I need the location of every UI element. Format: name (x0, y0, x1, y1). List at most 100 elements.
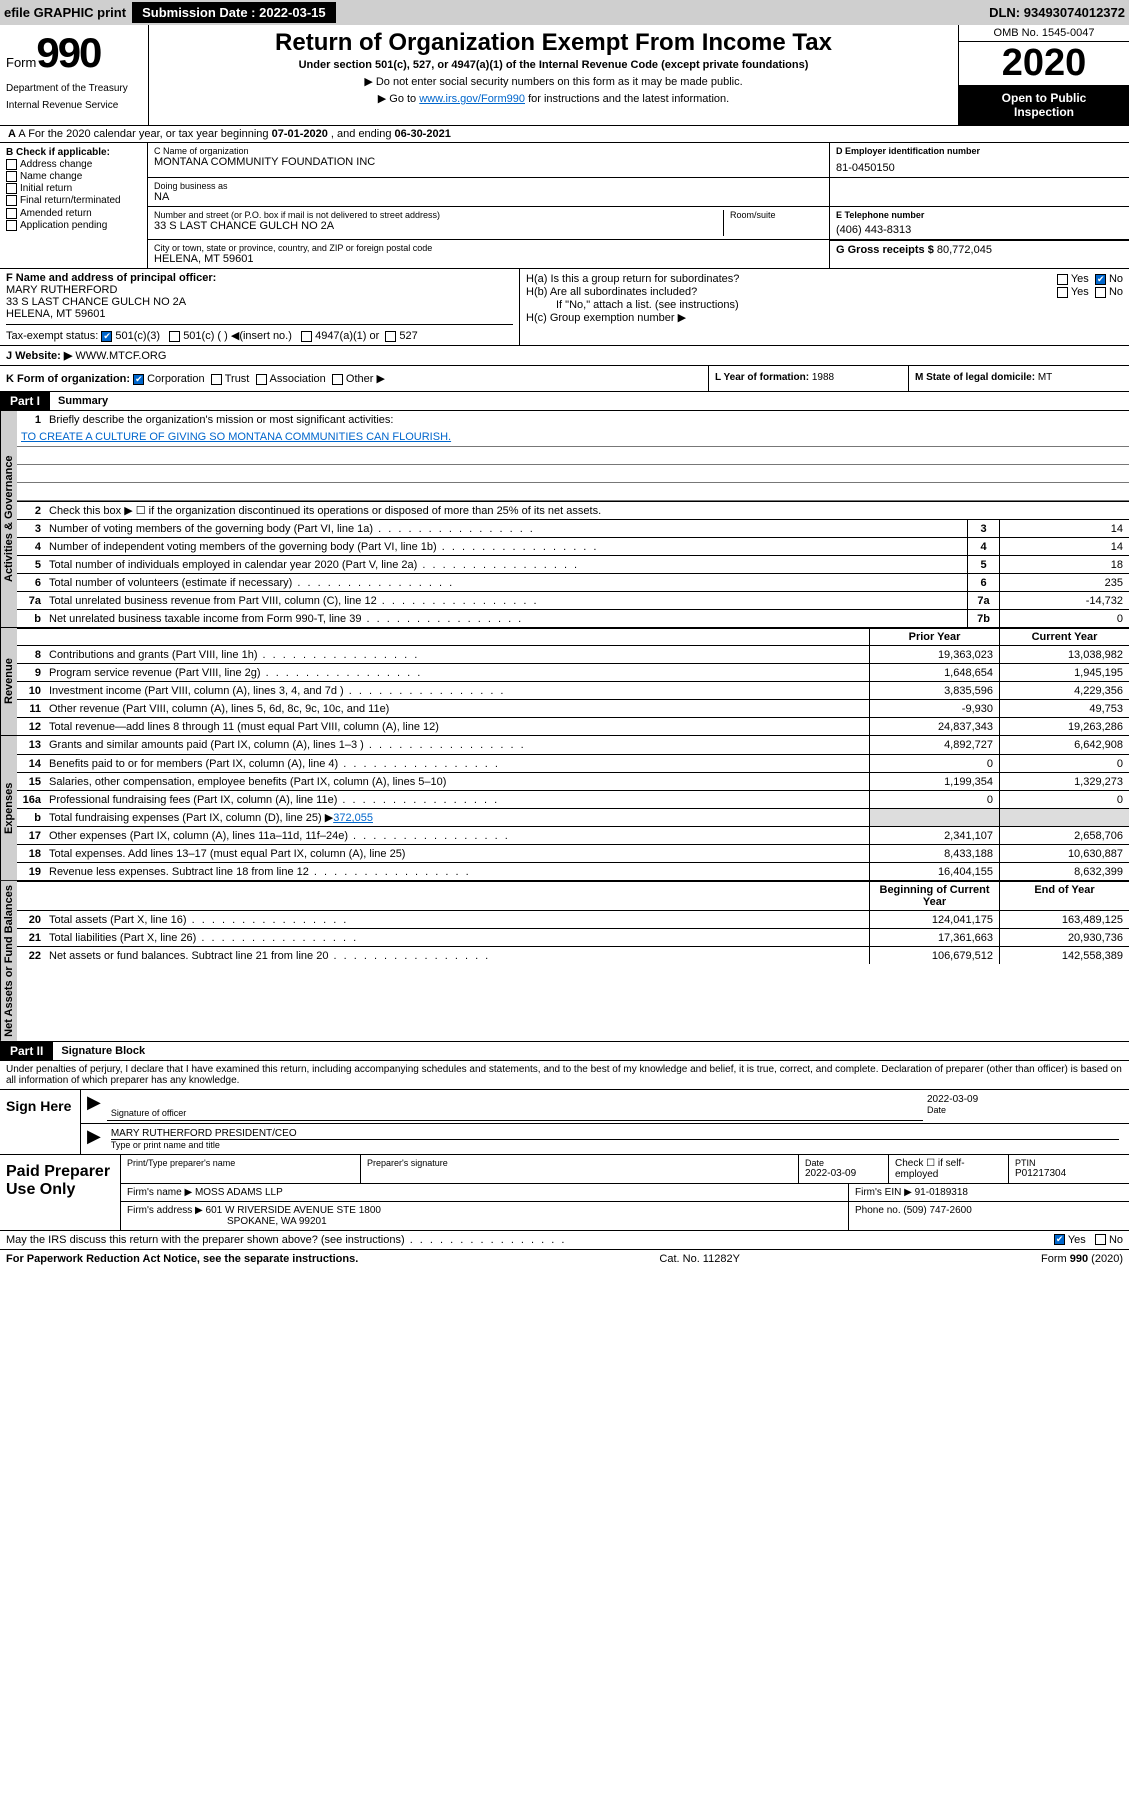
chk-self-employed[interactable]: Check ☐ if self-employed (889, 1155, 1009, 1183)
k-form-org: K Form of organization: Corporation Trus… (0, 366, 709, 391)
irs-label: Internal Revenue Service (6, 100, 142, 111)
discuss-no[interactable] (1095, 1234, 1106, 1245)
d-ein-block: D Employer identification number 81-0450… (829, 143, 1129, 177)
sign-here-label: Sign Here (0, 1090, 80, 1154)
v4: 14 (999, 538, 1129, 555)
col-h: H(a) Is this a group return for subordin… (520, 269, 1129, 345)
l-year: L Year of formation: 1988 (709, 366, 909, 391)
part2-header: Part II Signature Block (0, 1042, 1129, 1061)
e-phone-block: E Telephone number (406) 443-8313 (829, 207, 1129, 239)
chk-name-change[interactable]: Name change (6, 171, 141, 182)
top-bar: efile GRAPHIC print Submission Date : 20… (0, 0, 1129, 25)
ha-no[interactable] (1095, 274, 1106, 285)
officer-street: 33 S LAST CHANCE GULCH NO 2A (6, 296, 513, 308)
gross-receipts: 80,772,045 (937, 244, 992, 256)
paid-preparer-block: Paid Preparer Use Only Print/Type prepar… (0, 1154, 1129, 1230)
page-footer: For Paperwork Reduction Act Notice, see … (0, 1249, 1129, 1268)
part1-expenses: Expenses 13Grants and similar amounts pa… (0, 736, 1129, 881)
part1-header: Part I Summary (0, 392, 1129, 411)
header-left: Form 990 Department of the Treasury Inte… (0, 25, 148, 125)
c-street-block: Number and street (or P.O. box if mail i… (148, 207, 829, 239)
part1-revenue: Revenue Prior YearCurrent Year 8Contribu… (0, 628, 1129, 736)
chk-501c[interactable] (169, 331, 180, 342)
ein: 81-0450150 (836, 162, 1123, 174)
form-title: Return of Organization Exempt From Incom… (157, 29, 950, 57)
c-name-block: C Name of organization MONTANA COMMUNITY… (148, 143, 829, 177)
hb-no[interactable] (1095, 287, 1106, 298)
form-header: Form 990 Department of the Treasury Inte… (0, 25, 1129, 126)
chk-527[interactable] (385, 331, 396, 342)
hb-yes[interactable] (1057, 287, 1068, 298)
header-right: OMB No. 1545-0047 2020 Open to Public In… (959, 25, 1129, 125)
city: HELENA, MT 59601 (154, 253, 823, 265)
firm-ein: 91-0189318 (915, 1187, 968, 1198)
v3: 14 (999, 520, 1129, 537)
block-b-c: B Check if applicable: Address change Na… (0, 143, 1129, 269)
street: 33 S LAST CHANCE GULCH NO 2A (154, 220, 723, 232)
hc-group-exemption: H(c) Group exemption number ▶ (526, 311, 1123, 324)
tab-expenses: Expenses (0, 736, 17, 880)
header-center: Return of Organization Exempt From Incom… (148, 25, 959, 125)
chk-other[interactable] (332, 374, 343, 385)
chk-application-pending[interactable]: Application pending (6, 220, 141, 231)
firm-phone: (509) 747-2600 (903, 1205, 971, 1216)
mission-text: TO CREATE A CULTURE OF GIVING SO MONTANA… (17, 429, 1129, 447)
arrow-icon: ▶ (87, 1092, 101, 1121)
form-subtitle: Under section 501(c), 527, or 4947(a)(1)… (157, 59, 950, 71)
perjury-statement: Under penalties of perjury, I declare th… (0, 1061, 1129, 1089)
tax-year: 2020 (959, 42, 1129, 85)
dba: NA (154, 191, 823, 203)
row-j-website: J Website: ▶ WWW.MTCF.ORG (0, 346, 1129, 366)
c-city-block: City or town, state or province, country… (148, 240, 829, 268)
efile-label: efile GRAPHIC print (4, 5, 126, 20)
chk-final-return[interactable]: Final return/terminated (6, 195, 141, 206)
m-state: M State of legal domicile: MT (909, 366, 1129, 391)
c-dba-block: Doing business as NA (148, 178, 829, 206)
chk-corporation[interactable] (133, 374, 144, 385)
part1-activities-governance: Activities & Governance 1Briefly describ… (0, 411, 1129, 628)
chk-association[interactable] (256, 374, 267, 385)
firm-name: MOSS ADAMS LLP (195, 1187, 283, 1198)
v7a: -14,732 (999, 592, 1129, 609)
v7b: 0 (999, 610, 1129, 627)
chk-trust[interactable] (211, 374, 222, 385)
paid-preparer-label: Paid Preparer Use Only (0, 1155, 120, 1230)
omb-number: OMB No. 1545-0047 (959, 25, 1129, 42)
chk-4947[interactable] (301, 331, 312, 342)
tab-revenue: Revenue (0, 628, 17, 735)
tab-activities-governance: Activities & Governance (0, 411, 17, 627)
discuss-yes[interactable] (1054, 1234, 1065, 1245)
form-note-ssn: ▶ Do not enter social security numbers o… (157, 75, 950, 88)
dept-treasury: Department of the Treasury (6, 83, 142, 94)
website: WWW.MTCF.ORG (75, 350, 166, 362)
row-i-exempt: Tax-exempt status: 501(c)(3) 501(c) ( ) … (6, 324, 513, 342)
col-b-checkboxes: B Check if applicable: Address change Na… (0, 143, 148, 268)
phone: (406) 443-8313 (836, 224, 1123, 236)
row-k-l-m: K Form of organization: Corporation Trus… (0, 366, 1129, 392)
g-gross-block: G Gross receipts $ 80,772,045 (829, 240, 1129, 268)
sign-date: 2022-03-09 (927, 1094, 1119, 1105)
v5: 18 (999, 556, 1129, 573)
v6: 235 (999, 574, 1129, 591)
ha-yes[interactable] (1057, 274, 1068, 285)
arrow-icon: ▶ (87, 1126, 101, 1152)
chk-initial-return[interactable]: Initial return (6, 183, 141, 194)
submission-date-btn[interactable]: Submission Date : 2022-03-15 (132, 2, 336, 23)
public-inspection: Open to Public Inspection (959, 85, 1129, 125)
form990-link[interactable]: www.irs.gov/Form990 (419, 93, 525, 105)
tab-net-assets: Net Assets or Fund Balances (0, 881, 17, 1041)
row-a-tax-year: A A For the 2020 calendar year, or tax y… (0, 126, 1129, 143)
form-word: Form (6, 55, 36, 70)
row-f-h: F Name and address of principal officer:… (0, 269, 1129, 346)
chk-address-change[interactable]: Address change (6, 159, 141, 170)
officer-name: MARY RUTHERFORD (6, 284, 513, 296)
chk-amended-return[interactable]: Amended return (6, 208, 141, 219)
firm-addr1: 601 W RIVERSIDE AVENUE STE 1800 (206, 1205, 381, 1216)
part1-net-assets: Net Assets or Fund Balances Beginning of… (0, 881, 1129, 1042)
org-name: MONTANA COMMUNITY FOUNDATION INC (154, 156, 823, 168)
firm-addr2: SPOKANE, WA 99201 (227, 1216, 327, 1227)
form-number: 990 (36, 29, 100, 77)
sign-here-block: Sign Here ▶ Signature of officer 2022-03… (0, 1089, 1129, 1154)
chk-501c3[interactable] (101, 331, 112, 342)
dln: DLN: 93493074012372 (989, 5, 1125, 20)
